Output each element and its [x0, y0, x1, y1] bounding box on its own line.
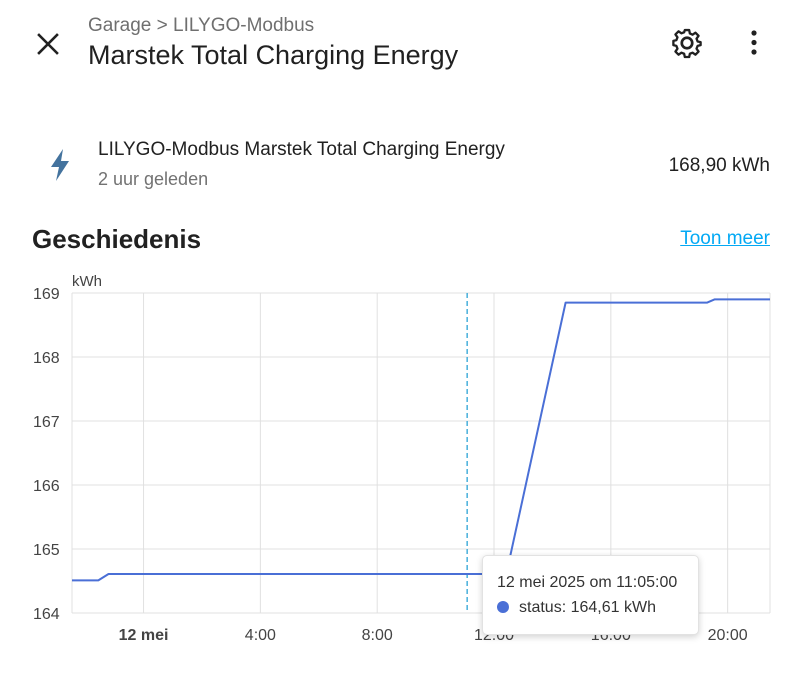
entity-name: LILYGO-Modbus Marstek Total Charging Ene… [98, 139, 505, 160]
dots-vertical-icon [751, 30, 757, 55]
x-tick-label: 4:00 [245, 627, 276, 644]
tooltip-date: 12 mei 2025 om 11:05:00 [497, 574, 678, 591]
lightning-bolt-icon [51, 149, 69, 181]
y-tick-label: 169 [33, 286, 60, 303]
tooltip-status: status: 164,61 kWh [519, 599, 656, 616]
close-icon [37, 33, 59, 55]
x-tick-label: 8:00 [362, 627, 393, 644]
dialog-header: Garage > LILYGO-Modbus Marstek Total Cha… [0, 0, 800, 90]
x-tick-label: 20:00 [708, 627, 748, 644]
y-axis-unit-label: kWh [72, 273, 102, 290]
more-options-button[interactable] [736, 24, 772, 62]
show-more-link[interactable]: Toon meer [680, 228, 770, 249]
gear-icon [672, 28, 702, 59]
chart-tooltip: 12 mei 2025 om 11:05:00 status: 164,61 k… [482, 555, 699, 635]
entity-state-value: 168,90 kWh [668, 155, 770, 176]
x-tick-label: 12 mei [119, 627, 169, 644]
y-tick-label: 165 [33, 542, 60, 559]
entity-last-changed: 2 uur geleden [98, 169, 209, 189]
tooltip-series-dot [497, 601, 509, 613]
y-tick-label: 166 [33, 478, 60, 495]
breadcrumb[interactable]: Garage > LILYGO-Modbus [88, 15, 315, 36]
history-heading: Geschiedenis [32, 224, 202, 254]
y-tick-label: 167 [33, 414, 60, 431]
settings-button[interactable] [668, 24, 706, 62]
page-title: Marstek Total Charging Energy [88, 40, 459, 70]
series-line [72, 298, 770, 582]
close-button[interactable] [30, 26, 66, 62]
y-tick-label: 168 [33, 350, 60, 367]
y-tick-label: 164 [33, 606, 60, 623]
entity-row[interactable]: LILYGO-Modbus Marstek Total Charging Ene… [0, 125, 800, 200]
